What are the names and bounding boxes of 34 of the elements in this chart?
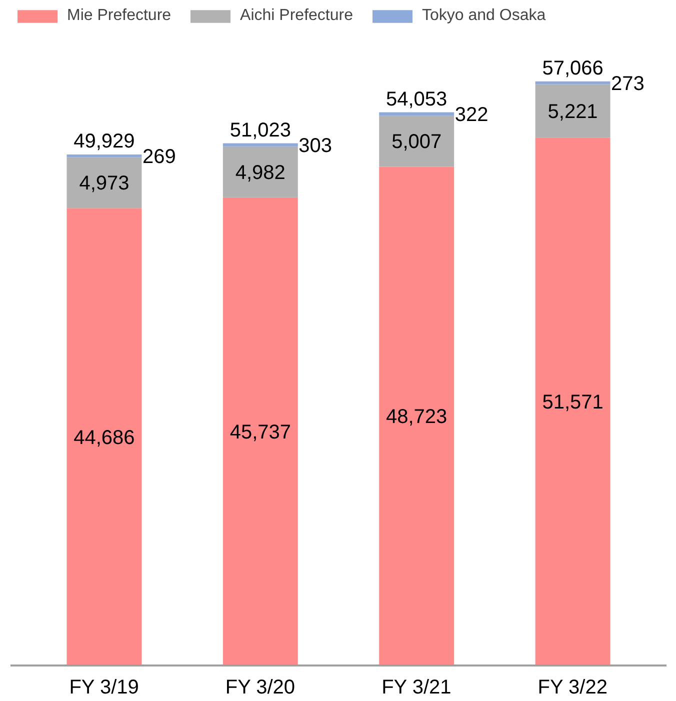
data-label: 273 (611, 72, 644, 95)
data-label: 45,737 (230, 421, 291, 444)
bar (379, 112, 454, 116)
bar (222, 143, 298, 146)
data-label: 4,973 (79, 172, 130, 195)
x-tick-label: FY 3/21 (382, 676, 452, 698)
data-label: 269 (142, 146, 176, 168)
total-label: 51,023 (230, 119, 291, 142)
data-label: 322 (454, 104, 488, 126)
bar (222, 146, 298, 198)
bar (379, 116, 454, 167)
bar (66, 157, 142, 208)
bar (222, 197, 298, 666)
x-tick-label: FY 3/20 (225, 676, 296, 698)
total-label: 57,066 (542, 57, 604, 80)
legend-label: Aichi Prefecture (240, 7, 353, 25)
bar (535, 138, 610, 666)
bar (379, 166, 454, 666)
legend-label: Mie Prefecture (67, 7, 172, 25)
data-label: 5,007 (392, 131, 442, 154)
x-tick-label: FY 3/19 (69, 676, 139, 698)
data-label: 48,723 (386, 406, 448, 428)
bar (535, 84, 610, 138)
data-label: 51,571 (542, 392, 604, 414)
x-tick-label: FY 3/22 (538, 676, 608, 698)
data-label: 303 (298, 134, 332, 157)
bar (66, 154, 142, 158)
data-label: 5,221 (548, 100, 598, 123)
bar (66, 208, 142, 666)
legend-label: Tokyo and Osaka (422, 7, 546, 25)
data-label: 44,686 (74, 426, 135, 449)
total-label: 49,929 (74, 130, 135, 152)
total-label: 54,053 (386, 88, 448, 110)
data-label: 4,982 (235, 162, 286, 184)
